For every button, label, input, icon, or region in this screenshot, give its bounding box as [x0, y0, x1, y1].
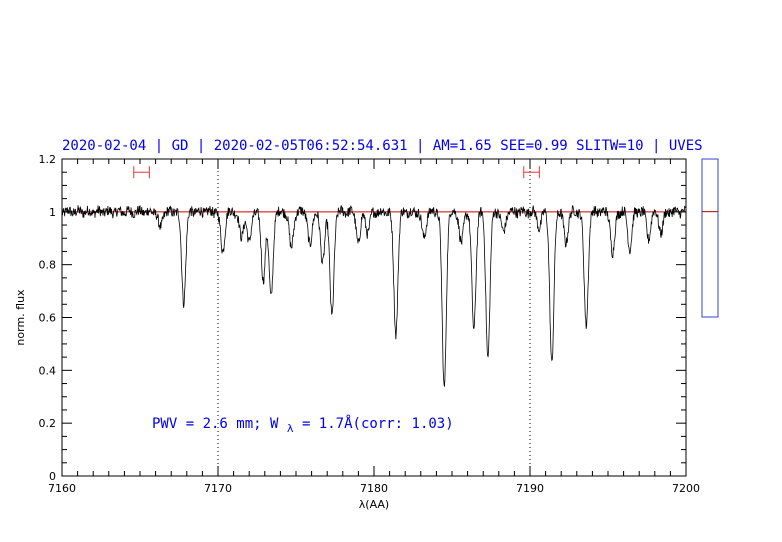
- y-tick-label: 1.2: [39, 153, 57, 166]
- y-axis-label: norm. flux: [14, 289, 27, 346]
- side-gauge: [701, 158, 719, 318]
- y-tick-label: 0.2: [39, 417, 57, 430]
- pwv-annotation: PWV = 2.6 mm; W λ = 1.7Å(corr: 1.03): [152, 415, 454, 436]
- x-tick-label: 7190: [516, 482, 544, 495]
- spectrum-series: [61, 205, 687, 387]
- gauge-frame: [701, 158, 719, 318]
- x-axis-label: λ(AA): [359, 498, 389, 511]
- axis-ticks: [61, 158, 687, 477]
- x-tick-label: 7180: [360, 482, 388, 495]
- window-markers: [133, 166, 540, 179]
- y-tick-label: 0.8: [39, 259, 57, 272]
- window-marker-1: [523, 166, 540, 179]
- window-marker-0: [133, 166, 150, 179]
- spectrum-trace: [61, 205, 687, 387]
- y-tick-label: 0: [49, 470, 56, 483]
- x-tick-label: 7170: [204, 482, 232, 495]
- x-tick-label: 7200: [672, 482, 700, 495]
- y-tick-label: 0.6: [39, 312, 57, 325]
- annotation-suffix: = 1.7Å(corr: 1.03): [302, 415, 454, 432]
- annotation-subscript: λ: [287, 422, 294, 435]
- chart-title: 2020-02-04 | GD | 2020-02-05T06:52:54.63…: [62, 138, 703, 154]
- annotation-prefix: PWV = 2.6 mm; W: [152, 416, 279, 432]
- y-tick-label: 1: [49, 206, 56, 219]
- y-tick-label: 0.4: [39, 364, 57, 377]
- x-tick-label: 7160: [48, 482, 76, 495]
- tick-labels: 7160 7170 7180 7190 7200 0 0.2 0.4 0.6 0.8 1 1.2: [39, 153, 701, 495]
